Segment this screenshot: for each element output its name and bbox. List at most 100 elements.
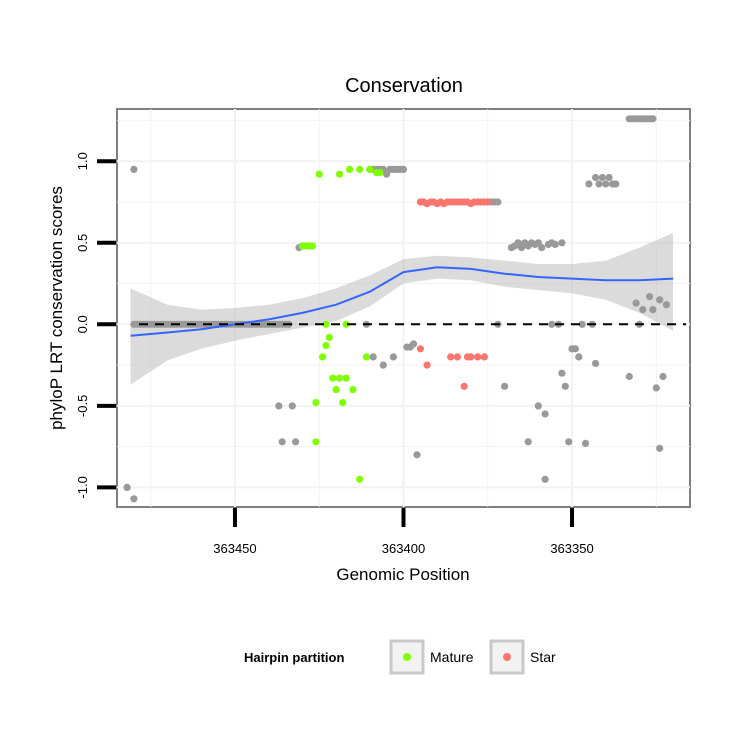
confidence-ribbon	[130, 233, 674, 385]
data-point-star	[484, 198, 492, 206]
data-point-other	[123, 483, 131, 491]
y-axis-label: phyloP LRT conservation scores	[47, 186, 66, 430]
data-point-other	[581, 439, 590, 447]
data-point-star	[453, 353, 461, 361]
data-point-star	[423, 361, 431, 369]
y-tick-label: -1.0	[75, 476, 90, 498]
data-point-other	[605, 173, 613, 182]
data-point-other	[399, 165, 408, 173]
data-point-other	[646, 293, 654, 301]
smooth-line-layer	[130, 266, 674, 337]
legend: Hairpin partition Mature Star	[244, 639, 556, 675]
x-tick-label: 363400	[382, 541, 425, 556]
data-point-mature	[366, 165, 374, 173]
data-point-mature	[335, 170, 344, 178]
legend-item-mature: Mature	[389, 639, 474, 675]
data-point-mature	[349, 386, 357, 394]
data-point-other	[592, 173, 600, 182]
data-point-mature	[339, 399, 347, 407]
data-point-other	[501, 382, 509, 390]
y-tick-label: 1.0	[75, 152, 90, 170]
data-point-other	[288, 402, 296, 410]
x-axis: 363450 363400 363350	[213, 508, 594, 556]
data-point-other	[649, 306, 657, 314]
data-point-other	[534, 402, 542, 410]
chart-title: Conservation	[345, 75, 463, 97]
y-tick-label: 0.0	[75, 315, 90, 333]
data-point-other	[541, 475, 549, 483]
data-point-other	[548, 320, 556, 328]
data-point-other	[292, 438, 300, 446]
data-point-star	[480, 353, 488, 361]
data-point-other	[625, 372, 633, 381]
data-point-star	[460, 382, 468, 390]
data-point-other	[538, 244, 546, 252]
data-point-star	[447, 353, 455, 361]
data-point-other	[571, 345, 580, 353]
x-tick-label: 363350	[550, 541, 593, 556]
data-point-star	[474, 353, 482, 361]
data-point-other	[662, 301, 671, 309]
data-point-mature	[308, 242, 317, 250]
data-point-other	[278, 438, 286, 446]
data-point-mature	[356, 165, 364, 173]
data-point-mature	[376, 169, 384, 177]
data-point-star	[467, 353, 475, 361]
data-point-mature	[342, 320, 350, 328]
data-point-mature	[319, 353, 327, 361]
data-point-other	[558, 369, 566, 377]
data-point-other	[558, 239, 566, 247]
data-point-other	[130, 495, 138, 503]
x-axis-label: Genomic Position	[336, 565, 469, 584]
data-point-mature	[312, 438, 320, 446]
legend-swatch-star	[503, 653, 511, 661]
data-point-other	[612, 180, 620, 188]
data-point-other	[541, 410, 549, 418]
data-point-other	[632, 299, 640, 307]
data-point-other	[130, 165, 138, 173]
y-axis: -1.0 -0.5 0.0 0.5 1.0	[75, 152, 116, 499]
data-point-other	[578, 320, 586, 328]
confidence-band	[130, 233, 674, 385]
data-point-mature	[335, 374, 344, 382]
data-point-other	[565, 438, 573, 446]
legend-label-star: Star	[530, 649, 556, 665]
x-tick-label: 363450	[213, 541, 256, 556]
legend-swatch-mature	[403, 653, 411, 661]
data-point-other	[659, 372, 667, 381]
data-point-other	[369, 353, 377, 361]
data-point-other	[598, 173, 607, 182]
data-point-other	[639, 306, 647, 314]
data-point-other	[649, 115, 657, 123]
data-point-other	[494, 198, 502, 206]
data-point-mature	[312, 399, 320, 407]
data-point-other	[575, 353, 583, 361]
data-point-mature	[342, 374, 350, 382]
data-point-other	[585, 180, 593, 188]
data-point-other	[602, 180, 610, 188]
smooth-line	[130, 266, 674, 337]
data-point-other	[561, 382, 569, 390]
data-point-mature	[362, 353, 370, 361]
data-point-mature	[356, 475, 364, 483]
data-point-mature	[322, 341, 330, 350]
data-point-mature	[346, 165, 354, 173]
data-point-other	[595, 180, 603, 188]
legend-label-mature: Mature	[430, 649, 474, 665]
data-point-mature	[322, 320, 330, 328]
data-point-star	[416, 345, 424, 353]
data-point-other	[592, 359, 600, 368]
y-tick-label: 0.5	[75, 234, 90, 252]
data-point-mature	[332, 386, 340, 394]
legend-title: Hairpin partition	[244, 650, 344, 665]
data-point-other	[413, 451, 421, 459]
legend-item-star: Star	[489, 639, 556, 675]
data-point-mature	[315, 170, 323, 178]
data-point-other	[275, 402, 283, 410]
data-point-other	[652, 384, 660, 392]
data-point-other	[379, 361, 387, 369]
data-point-other	[389, 353, 397, 361]
data-point-other	[656, 296, 664, 304]
data-point-mature	[325, 333, 333, 341]
